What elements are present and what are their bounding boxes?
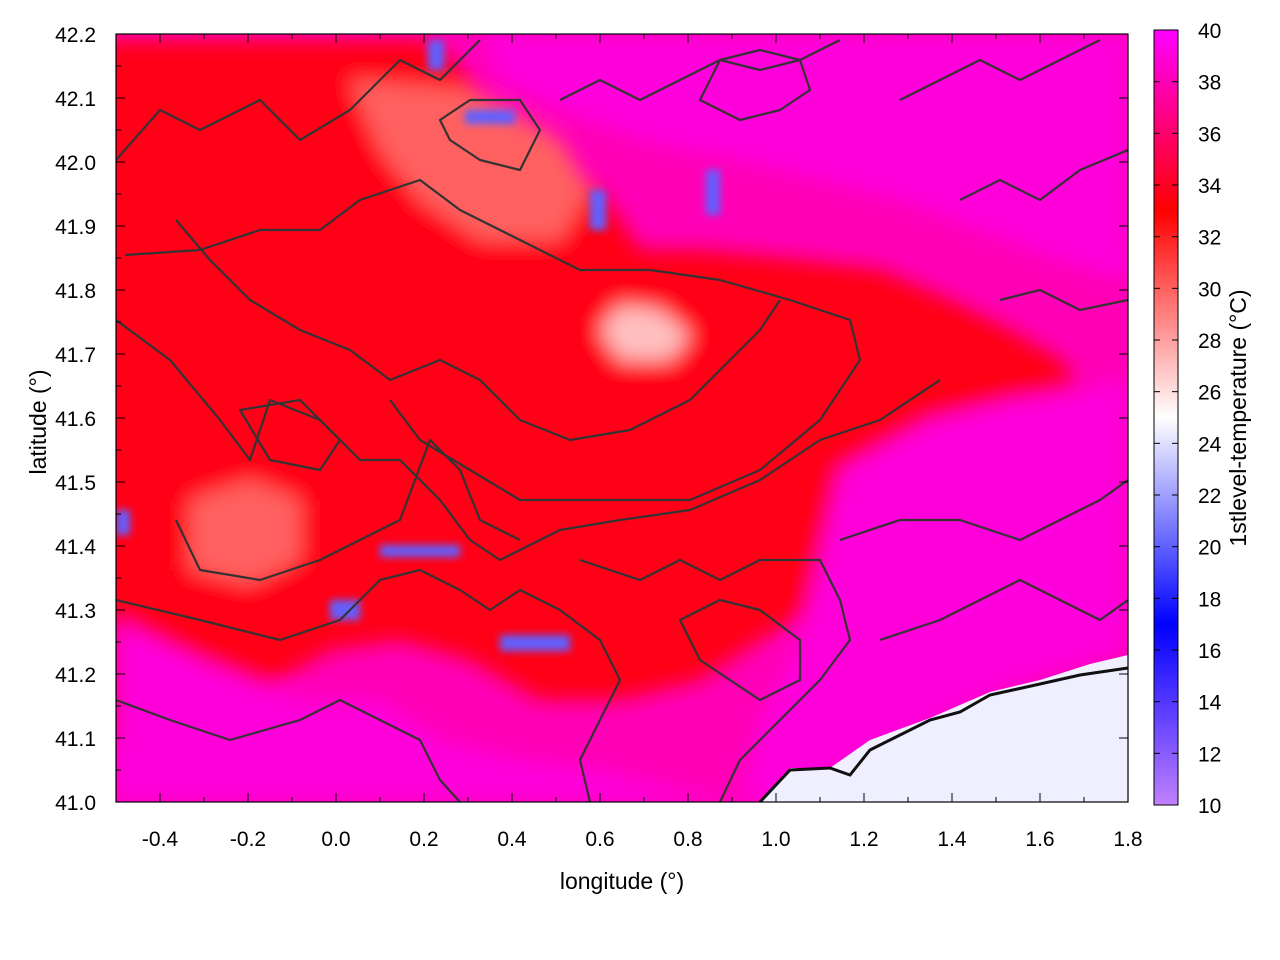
field-sea — [760, 655, 1128, 802]
colorbar-tick-label: 34 — [1198, 175, 1222, 198]
colorbar-tick-label: 36 — [1198, 123, 1221, 146]
contour-line — [116, 319, 941, 562]
colorbar-strip — [1153, 29, 1179, 806]
cool-ridge-patches — [116, 40, 720, 651]
colorbar-tick-label: 40 — [1198, 20, 1221, 43]
x-axis-ticks: -0.4 -0.2 0.0 0.2 0.4 0.6 0.8 1.0 1.2 1.4 1.6 1.8 — [115, 34, 1143, 851]
x-tick-label: 0.2 — [409, 828, 438, 851]
y-tick-label: 41.5 — [55, 472, 96, 495]
field-north-hot-zone — [480, 34, 1128, 280]
y-tick-label: 41.3 — [55, 600, 96, 623]
contour-line — [999, 288, 1128, 312]
contour-line — [238, 398, 342, 472]
contour-line — [579, 558, 852, 802]
x-tick-label: -0.4 — [142, 828, 179, 851]
contour-line — [899, 39, 1101, 101]
x-tick-label: 0.6 — [585, 828, 614, 851]
contour-line — [116, 568, 622, 802]
y-tick-label: 41.9 — [55, 216, 96, 239]
x-tick-label: 1.6 — [1025, 828, 1054, 851]
cool-patch — [428, 40, 444, 70]
x-tick-label: 1.8 — [1113, 828, 1142, 851]
contour-line — [879, 578, 1128, 642]
contour-line — [175, 438, 521, 582]
contour-line — [959, 148, 1128, 202]
cool-patch — [590, 190, 606, 230]
y-axis-title: latitude (°) — [25, 369, 51, 474]
x-tick-label: 0.0 — [321, 828, 350, 851]
cool-patch — [706, 170, 720, 215]
y-tick-label: 41.0 — [55, 792, 96, 815]
colorbar-tick-label: 10 — [1198, 795, 1221, 818]
x-tick-label: 1.2 — [849, 828, 878, 851]
y-tick-label: 41.7 — [55, 344, 96, 367]
field-central-warm-spot — [600, 305, 690, 360]
x-tick-label: 0.8 — [673, 828, 702, 851]
cool-patch — [380, 545, 460, 557]
colorbar-tick-label: 12 — [1198, 743, 1221, 766]
x-tick-label: 1.4 — [937, 828, 967, 851]
contour-line — [698, 48, 812, 122]
colorbar: 10 12 14 16 18 20 22 24 26 28 30 32 34 36 38 40 1stleve… — [1153, 20, 1251, 818]
colorbar-tick-label: 38 — [1198, 72, 1221, 95]
y-tick-label: 42.1 — [55, 88, 96, 111]
y-tick-label: 41.8 — [55, 280, 96, 303]
y-axis-ticks: 41.0 41.1 41.2 41.3 41.4 41.5 41.6 41.7 41.8 41.9… — [55, 24, 1128, 815]
x-tick-label: -0.2 — [230, 828, 266, 851]
colorbar-tick-label: 32 — [1198, 227, 1221, 250]
contour-line — [175, 219, 781, 442]
x-axis-title: longitude (°) — [560, 868, 684, 894]
cool-patch — [465, 110, 515, 124]
colorbar-tick-label: 22 — [1198, 485, 1221, 508]
x-tick-label: 1.0 — [761, 828, 790, 851]
y-tick-label: 41.6 — [55, 408, 96, 431]
field-south-warm-patch — [190, 480, 300, 585]
contour-line — [839, 479, 1128, 542]
field-south-hot-zone — [116, 620, 740, 802]
colorbar-tick-label: 14 — [1198, 692, 1222, 715]
field-east-hot-zone — [740, 380, 1128, 802]
coastline — [758, 666, 1128, 802]
cool-patch — [330, 600, 360, 620]
contour-line — [116, 698, 461, 802]
colorbar-tick-label: 24 — [1198, 433, 1222, 456]
colorbar-ticks: 10 12 14 16 18 20 22 24 26 28 30 32 34 36 38 40 — [1154, 20, 1222, 818]
colorbar-tick-label: 18 — [1198, 588, 1221, 611]
cool-patch — [116, 510, 130, 535]
y-tick-label: 41.2 — [55, 664, 96, 687]
colorbar-tick-label: 20 — [1198, 537, 1221, 560]
contour-line — [116, 39, 481, 161]
colorbar-tick-label: 16 — [1198, 640, 1221, 663]
contour-line — [438, 98, 542, 172]
colorbar-tick-label: 30 — [1198, 278, 1221, 301]
contour-lines — [116, 39, 1128, 802]
y-tick-label: 41.1 — [55, 728, 96, 751]
contour-line — [678, 598, 802, 702]
contour-line — [124, 178, 862, 502]
plot-area — [116, 34, 1128, 802]
y-tick-label: 41.4 — [55, 536, 96, 559]
y-tick-label: 42.0 — [55, 152, 96, 175]
field-north-valley — [350, 80, 590, 240]
cool-patch — [500, 635, 570, 651]
contour-line — [559, 39, 841, 102]
colorbar-tick-label: 28 — [1198, 330, 1221, 353]
colorbar-tick-label: 26 — [1198, 382, 1221, 405]
x-tick-label: 0.4 — [497, 828, 527, 851]
y-tick-label: 42.2 — [55, 24, 96, 47]
colorbar-title: 1stlevel-temperature (°C) — [1225, 289, 1251, 546]
